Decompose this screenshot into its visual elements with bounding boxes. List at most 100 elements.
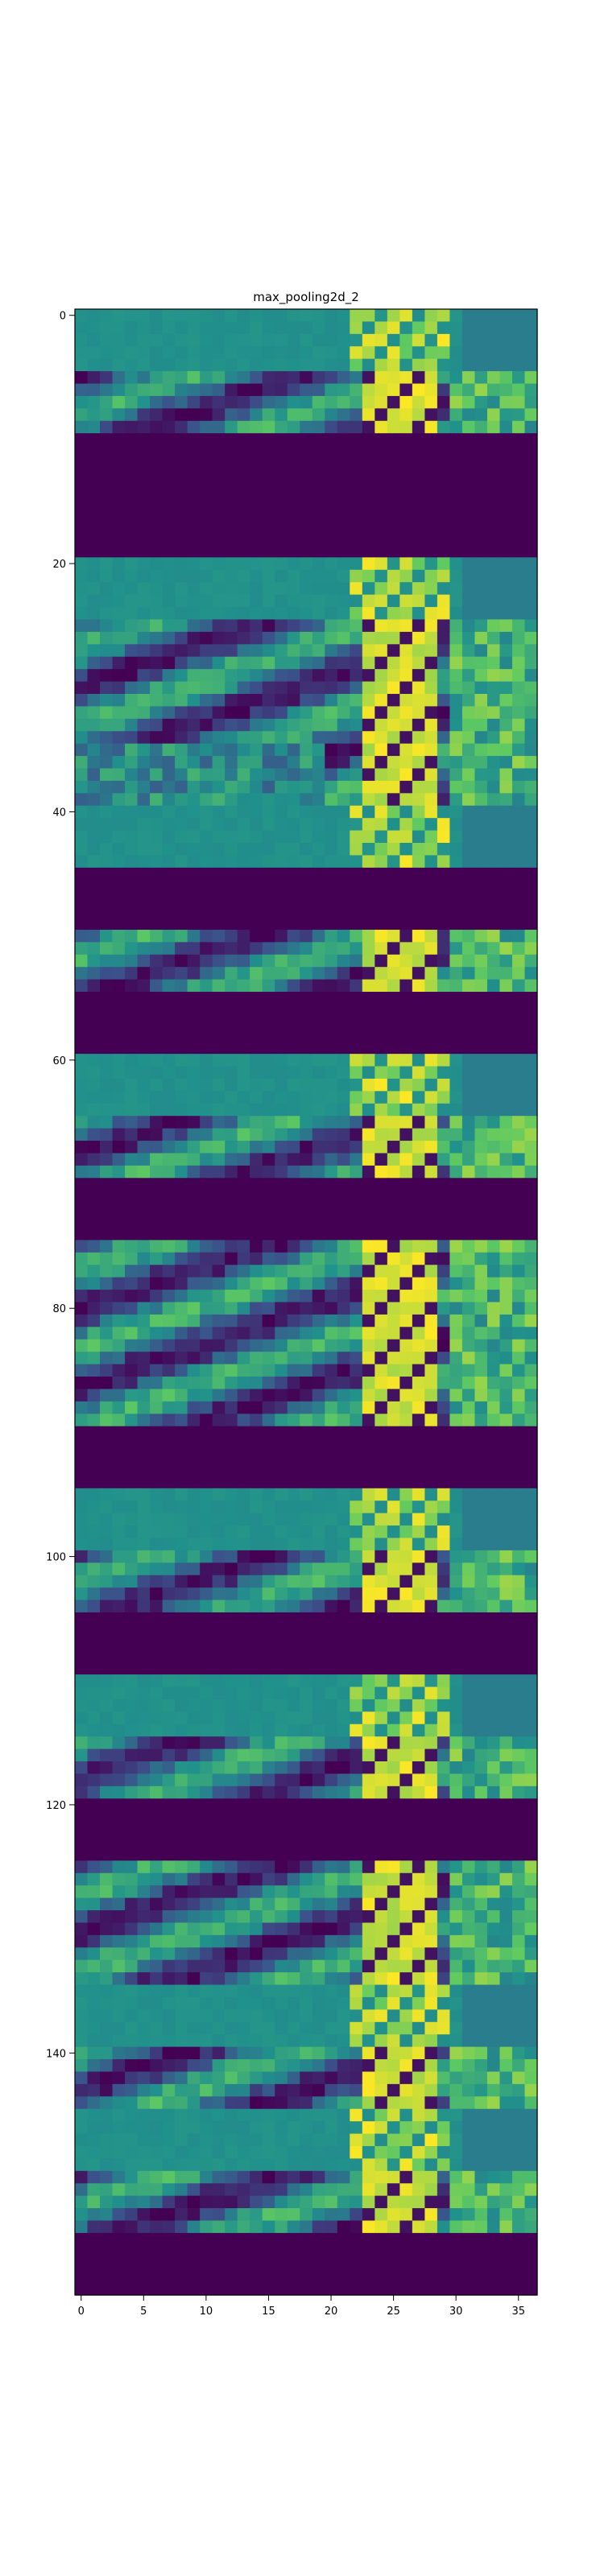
heatmap-cell <box>399 1066 413 1080</box>
heatmap-cell <box>424 1947 438 1961</box>
heatmap-cell <box>486 681 501 695</box>
heatmap-cell <box>112 1004 126 1018</box>
heatmap-cell <box>499 619 513 633</box>
heatmap-cell <box>437 1674 451 1688</box>
heatmap-cell <box>300 1785 313 1799</box>
heatmap-cell <box>437 495 451 509</box>
heatmap-cell <box>461 1252 476 1265</box>
heatmap-cell <box>375 1649 388 1663</box>
heatmap-cell <box>200 520 213 534</box>
heatmap-cell <box>125 1004 139 1018</box>
heatmap-cell <box>200 1265 213 1278</box>
heatmap-cell <box>325 1426 338 1439</box>
heatmap-cell <box>524 942 538 956</box>
heatmap-cell <box>250 656 263 670</box>
heatmap-cell <box>499 768 513 782</box>
heatmap-cell <box>250 1872 263 1886</box>
heatmap-cell <box>150 1525 163 1539</box>
heatmap-cell <box>287 482 300 496</box>
heatmap-cell <box>150 830 163 844</box>
heatmap-cell <box>175 905 188 919</box>
heatmap-cell <box>125 656 139 670</box>
heatmap-cell <box>312 805 325 819</box>
heatmap-cell <box>325 1302 338 1315</box>
heatmap-cell <box>162 1525 176 1539</box>
heatmap-cell <box>162 1364 176 1377</box>
heatmap-cell <box>75 693 89 707</box>
heatmap-cell <box>237 892 250 906</box>
heatmap-cell <box>511 1897 526 1911</box>
heatmap-cell <box>187 1798 201 1812</box>
heatmap-cell <box>437 1699 451 1712</box>
heatmap-cell <box>461 1165 476 1179</box>
heatmap-cell <box>474 1674 488 1688</box>
heatmap-cell <box>137 333 151 347</box>
heatmap-cell <box>312 1600 325 1613</box>
heatmap-cell <box>424 1761 438 1775</box>
heatmap-cell <box>125 1934 139 1948</box>
heatmap-cell <box>337 1947 350 1961</box>
heatmap-cell <box>175 1637 188 1650</box>
heatmap-cell <box>112 1128 126 1141</box>
heatmap-cell <box>449 1910 463 1924</box>
heatmap-cell <box>387 420 400 434</box>
heatmap-cell <box>337 1389 350 1402</box>
heatmap-cell <box>437 1563 451 1576</box>
heatmap-cell <box>137 395 151 409</box>
heatmap-cell <box>262 1550 275 1563</box>
heatmap-cell <box>437 917 451 931</box>
heatmap-cell <box>350 1897 363 1911</box>
heatmap-cell <box>449 1314 463 1327</box>
heatmap-cell <box>474 855 488 869</box>
heatmap-cell <box>486 855 501 869</box>
heatmap-cell <box>412 1277 425 1290</box>
heatmap-cell <box>75 656 89 670</box>
heatmap-cell <box>362 681 375 695</box>
heatmap-cell <box>200 681 213 695</box>
heatmap-cell <box>437 1922 451 1936</box>
heatmap-cell <box>412 1798 425 1812</box>
heatmap-cell <box>87 1041 101 1055</box>
heatmap-cell <box>325 520 338 534</box>
heatmap-cell <box>375 1016 388 1030</box>
heatmap-cell <box>150 470 163 484</box>
heatmap-cell <box>399 905 413 919</box>
heatmap-cell <box>100 1872 114 1886</box>
heatmap-cell <box>524 1178 538 1191</box>
heatmap-cell <box>461 557 476 571</box>
heatmap-cell <box>449 917 463 931</box>
heatmap-cell <box>511 1029 526 1042</box>
heatmap-cell <box>287 756 300 770</box>
heatmap-cell <box>262 855 275 869</box>
heatmap-cell <box>212 395 226 409</box>
heatmap-cell <box>449 1724 463 1737</box>
heatmap-cell <box>511 1798 526 1812</box>
heatmap-cell <box>399 1674 413 1688</box>
heatmap-cell <box>287 1252 300 1265</box>
heatmap-cell <box>437 1761 451 1775</box>
heatmap-cell <box>375 855 388 869</box>
heatmap-cell <box>112 1016 126 1030</box>
heatmap-cell <box>350 1227 363 1241</box>
heatmap-cell <box>362 1835 375 1849</box>
heatmap-cell <box>399 1525 413 1539</box>
heatmap-cell <box>437 756 451 770</box>
heatmap-cell <box>486 408 501 422</box>
heatmap-cell <box>362 1290 375 1303</box>
heatmap-cell <box>312 942 325 956</box>
heatmap-cell <box>375 1575 388 1588</box>
heatmap-cell <box>375 1277 388 1290</box>
heatmap-cell <box>237 1476 250 1489</box>
heatmap-cell <box>75 1934 89 1948</box>
heatmap-cell <box>325 905 338 919</box>
heatmap-cell <box>100 992 114 1005</box>
heatmap-cell <box>175 917 188 931</box>
heatmap-cell <box>287 1439 300 1452</box>
heatmap-cell <box>387 669 400 683</box>
heatmap-cell <box>212 1612 226 1625</box>
heatmap-cell <box>275 532 288 546</box>
heatmap-cell <box>150 1451 163 1464</box>
heatmap-cell <box>449 768 463 782</box>
heatmap-cell <box>461 1041 476 1055</box>
heatmap-cell <box>75 1227 89 1241</box>
